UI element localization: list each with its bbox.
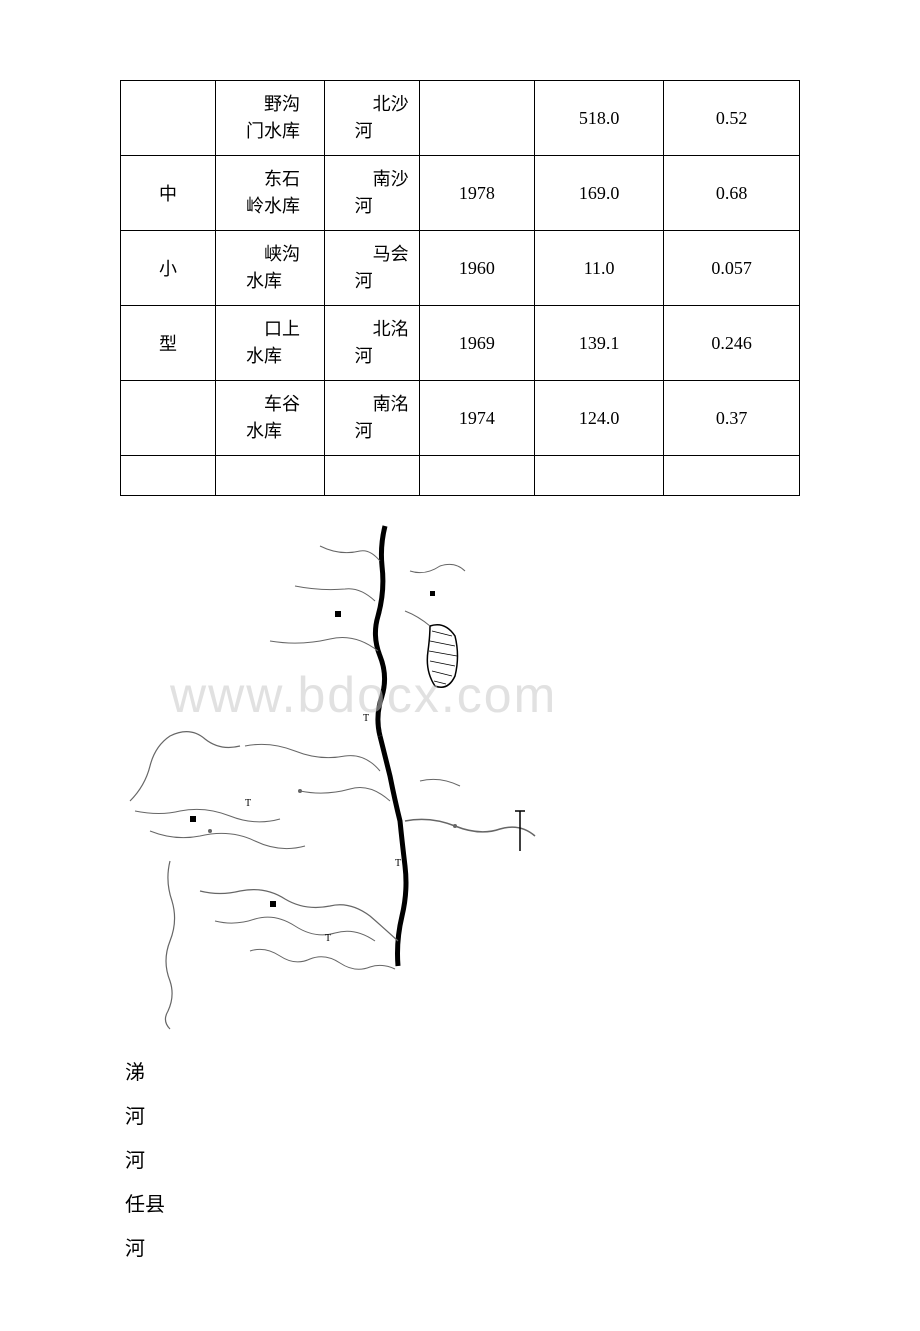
svg-text:T: T <box>395 858 401 869</box>
empty-cell <box>535 456 664 496</box>
table-row: 野沟门水库 北沙河 518.0 0.52 <box>121 81 800 156</box>
empty-cell <box>419 456 534 496</box>
list-item: 任县 <box>125 1183 800 1227</box>
svg-text:T: T <box>325 933 331 944</box>
empty-cell <box>216 456 325 496</box>
cell-river: 北沙河 <box>324 81 419 156</box>
cell-type: 型 <box>121 306 216 381</box>
cell-value2: 0.246 <box>664 306 800 381</box>
cell-reservoir: 峡沟水库 <box>216 231 325 306</box>
table-row: 型 口上水库 北洺河 1969 139.1 0.246 <box>121 306 800 381</box>
cell-reservoir: 车谷水库 <box>216 381 325 456</box>
cell-reservoir: 东石岭水库 <box>216 156 325 231</box>
empty-cell <box>324 456 419 496</box>
cell-year <box>419 81 534 156</box>
cell-river: 北洺河 <box>324 306 419 381</box>
cell-river: 南沙河 <box>324 156 419 231</box>
cell-value2: 0.057 <box>664 231 800 306</box>
cell-river: 马会河 <box>324 231 419 306</box>
cell-value2: 0.52 <box>664 81 800 156</box>
cell-year: 1974 <box>419 381 534 456</box>
map-image: T T T T www.bdocx.com <box>120 521 560 1031</box>
list-item: 河 <box>125 1227 800 1271</box>
table-row: 小 峡沟水库 马会河 1960 11.0 0.057 <box>121 231 800 306</box>
cell-type: 中 <box>121 156 216 231</box>
table-row-empty <box>121 456 800 496</box>
empty-cell <box>121 456 216 496</box>
list-item: 河 <box>125 1095 800 1139</box>
cell-value2: 0.37 <box>664 381 800 456</box>
reservoir-table: 野沟门水库 北沙河 518.0 0.52 中 东石岭水库 南沙河 1978 16… <box>120 80 800 496</box>
cell-type: 小 <box>121 231 216 306</box>
empty-cell <box>664 456 800 496</box>
list-item: 涕 <box>125 1051 800 1095</box>
cell-value1: 11.0 <box>535 231 664 306</box>
cell-river: 南洺河 <box>324 381 419 456</box>
cell-type <box>121 381 216 456</box>
svg-text:T: T <box>363 713 369 724</box>
cell-reservoir: 野沟门水库 <box>216 81 325 156</box>
cell-value2: 0.68 <box>664 156 800 231</box>
cell-year: 1978 <box>419 156 534 231</box>
text-list: 涕 河 河 任县 河 <box>120 1051 800 1271</box>
cell-year: 1969 <box>419 306 534 381</box>
list-item: 河 <box>125 1139 800 1183</box>
svg-text:T: T <box>245 798 251 809</box>
table-row: 车谷水库 南洺河 1974 124.0 0.37 <box>121 381 800 456</box>
cell-value1: 169.0 <box>535 156 664 231</box>
cell-type <box>121 81 216 156</box>
table-row: 中 东石岭水库 南沙河 1978 169.0 0.68 <box>121 156 800 231</box>
cell-value1: 518.0 <box>535 81 664 156</box>
cell-value1: 124.0 <box>535 381 664 456</box>
cell-value1: 139.1 <box>535 306 664 381</box>
cell-year: 1960 <box>419 231 534 306</box>
cell-reservoir: 口上水库 <box>216 306 325 381</box>
